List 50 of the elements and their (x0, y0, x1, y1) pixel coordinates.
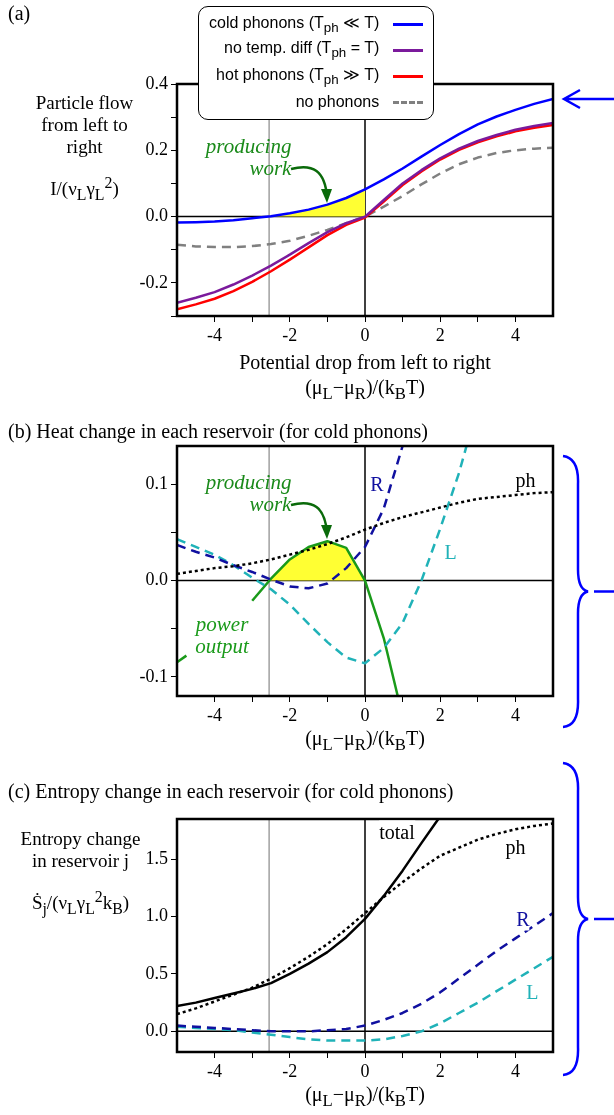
series-label: L (444, 540, 457, 564)
y-tick-label: 0.0 (145, 1020, 168, 1041)
x-tick-label: 0 (360, 324, 370, 345)
x-tick-label: -4 (207, 1060, 223, 1081)
x-tick-label: 2 (435, 704, 445, 725)
y-tick-label: 0.5 (145, 962, 168, 983)
x-tick-label: 4 (510, 704, 520, 725)
x-tick-label: -4 (207, 324, 223, 345)
x-tick-label: 4 (510, 324, 520, 345)
y-tick-label: 1.0 (145, 905, 168, 926)
x-axis-title: (μ$_{L}$−μ$_{R}$)/(k$_{B}$T) (304, 1082, 426, 1112)
line-series (177, 446, 468, 665)
y-tick-label: 0.2 (145, 139, 168, 160)
series-label: total (379, 820, 415, 844)
x-tick-label: 4 (510, 1060, 520, 1081)
line-series (177, 446, 404, 590)
legend-label: cold phonons (T$_{ph}$ ≪ T) (209, 12, 380, 36)
series-label: power output (187, 612, 258, 659)
x-axis-title: Potential drop from left to right (μ$_{L}$−μ$_{R}$)/(k$_{B}$T) (238, 350, 492, 405)
series-label: R (370, 472, 384, 496)
legend-label: hot phonons (T$_{ph}$ ≫ T) (216, 64, 380, 88)
annotation: producing work (203, 133, 292, 180)
chart-title: (b) Heat change in each reservoir (for cold phonons) (8, 420, 428, 443)
series-label: ph (515, 468, 536, 492)
x-tick-label: 0 (360, 704, 370, 725)
y-tick-label: 0.1 (145, 473, 168, 494)
legend-label: no temp. diff (T$_{ph}$ = T) (224, 39, 380, 61)
chart-title: (a) (8, 2, 31, 25)
y-tick-label: -0.2 (139, 271, 168, 292)
y-tick-label: -0.1 (139, 665, 168, 686)
x-tick-label: -2 (282, 704, 298, 725)
series-label: R (516, 907, 530, 931)
x-tick-label: 0 (360, 1060, 370, 1081)
x-axis-title: (μ$_{L}$−μ$_{R}$)/(k$_{B}$T) (304, 726, 426, 756)
series-label: ph (505, 835, 526, 859)
y-tick-label: 0.0 (145, 205, 168, 226)
text: Particle flow from left to right I/(ν$_{L}$γ$_{L}$$^{2}$) (35, 92, 134, 204)
x-tick-label: -2 (282, 324, 298, 345)
y-tick-label: 0.0 (145, 569, 168, 590)
x-tick-label: -2 (282, 1060, 298, 1081)
legend-label: no phonons (295, 93, 380, 111)
y-tick-label: 1.5 (145, 847, 168, 868)
chart-title: (c) Entropy change in each reservoir (for cold phonons) (8, 780, 454, 803)
annotation: producing work (203, 470, 292, 517)
x-tick-label: -4 (207, 704, 223, 725)
x-tick-label: 2 (435, 1060, 445, 1081)
x-tick-label: 2 (435, 324, 445, 345)
series-label: L (526, 980, 539, 1004)
y-tick-label: 0.4 (145, 72, 168, 93)
text: Entropy change in reservoir j Ṡ$_{j}$/(ν$_{L}$γ$_{L}$$^{2}$k$_{B}$) (20, 828, 141, 918)
